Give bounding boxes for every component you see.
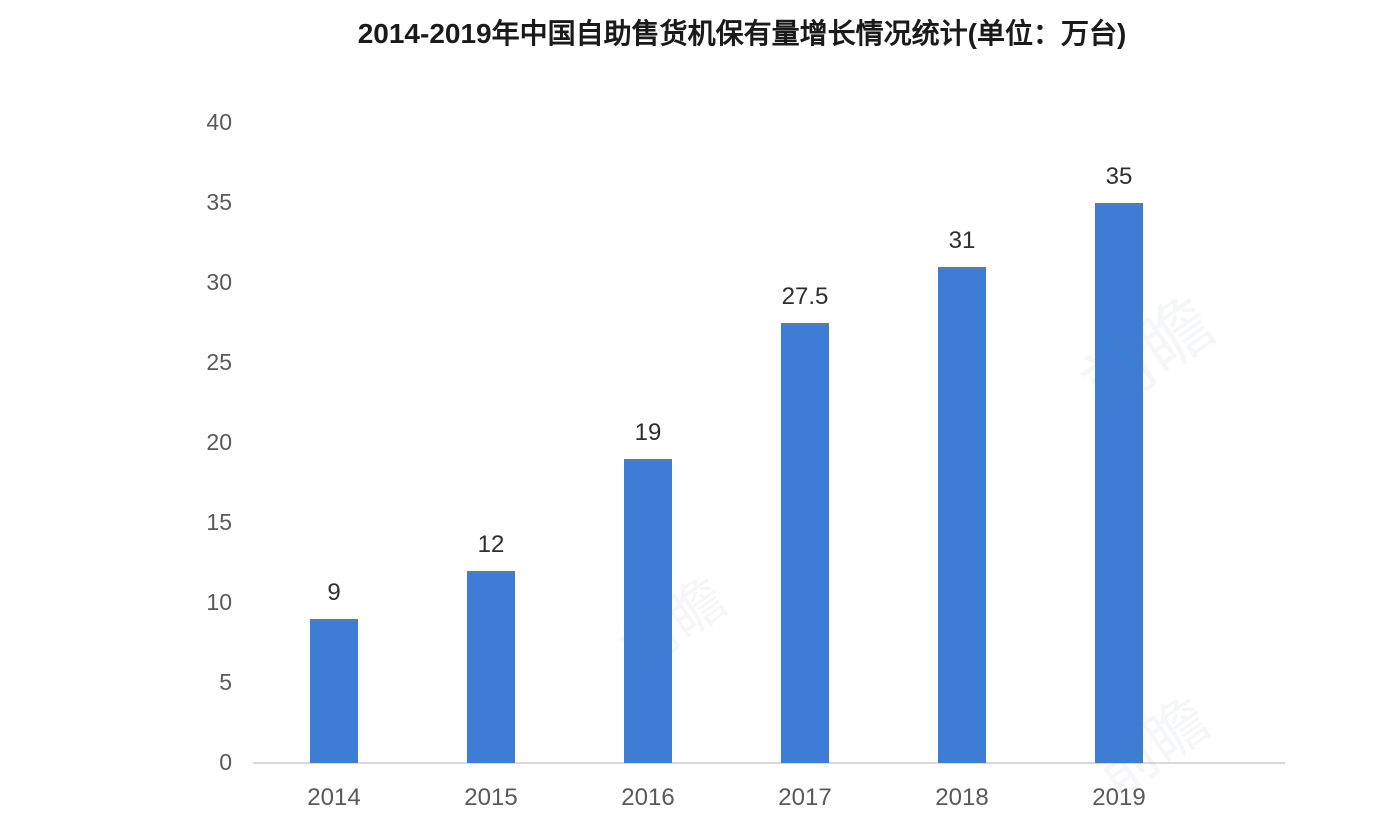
bar-value-label: 12 [477, 531, 505, 558]
bar-value-label: 31 [948, 227, 976, 254]
bar-2017 [781, 323, 829, 763]
bar-value-label: 35 [1105, 163, 1133, 190]
bar-2016 [624, 459, 672, 763]
x-axis-line [253, 762, 1285, 764]
bar-value-label: 9 [327, 579, 341, 606]
x-axis-tick-label: 2016 [621, 784, 675, 811]
y-axis-tick-label: 35 [206, 189, 232, 215]
bar-value-label: 27.5 [781, 283, 829, 310]
y-axis-tick-label: 0 [219, 749, 232, 775]
x-axis-tick-label: 2017 [778, 784, 832, 811]
y-axis-tick-label: 10 [206, 589, 232, 615]
y-axis-tick-label: 25 [206, 349, 232, 375]
y-axis-tick-label: 20 [206, 429, 232, 455]
bar-2014 [310, 619, 358, 763]
chart-title: 2014-2019年中国自助售货机保有量增长情况统计(单位：万台) [357, 18, 1127, 49]
watermark: 前瞻 [1068, 282, 1228, 428]
bar-2018 [938, 267, 986, 763]
x-axis-tick-label: 2018 [935, 784, 989, 811]
x-axis-tick-label: 2019 [1092, 784, 1146, 811]
x-axis-tick-label: 2014 [307, 784, 361, 811]
y-axis-tick-label: 40 [206, 109, 232, 135]
bar-2019 [1095, 203, 1143, 763]
x-axis-tick-label: 2015 [464, 784, 518, 811]
y-axis-tick-label: 5 [219, 669, 232, 695]
y-axis-tick-label: 30 [206, 269, 232, 295]
y-axis-tick-label: 15 [206, 509, 232, 535]
bar-2015 [467, 571, 515, 763]
bar-value-label: 19 [634, 419, 662, 446]
